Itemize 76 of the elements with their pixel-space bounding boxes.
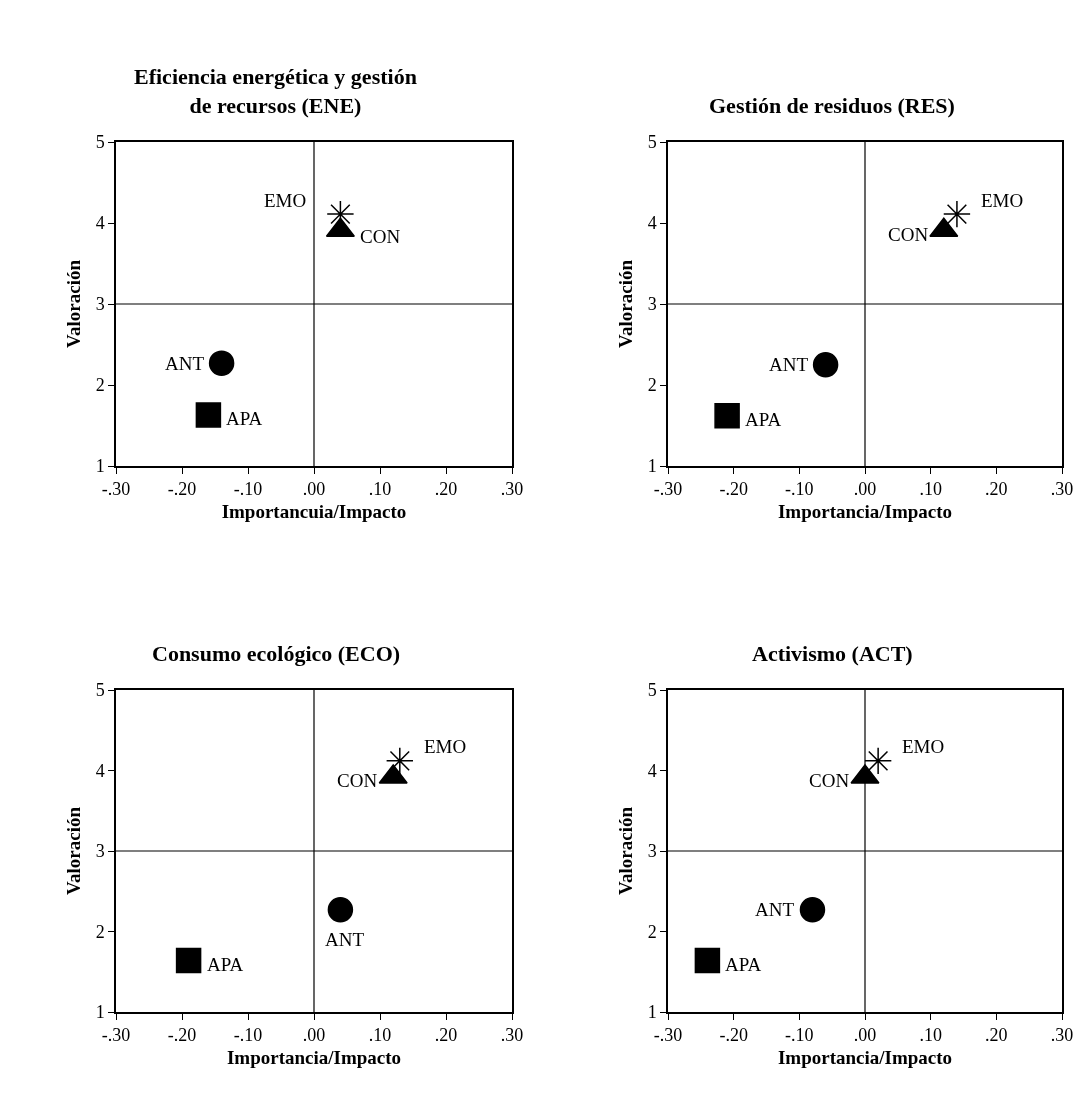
chart-title: Activismo (ACT) (752, 641, 913, 666)
series-label: EMO (981, 190, 1024, 211)
y-tick-label: 5 (95, 680, 105, 701)
series-label: ANT (769, 354, 809, 375)
y-tick-label: 1 (647, 456, 657, 477)
chart-title: Consumo ecológico (ECO) (152, 641, 401, 666)
x-tick-label: .20 (985, 1025, 1008, 1046)
x-axis-title: Importancia/Impacto (777, 1046, 953, 1068)
y-tick-label: 4 (95, 760, 105, 781)
x-axis-title: Importancia/Impacto (226, 1046, 402, 1068)
x-tick-label: -.30 (653, 479, 683, 500)
series-label: APA (207, 954, 244, 975)
x-tick-label: -.30 (653, 1025, 683, 1046)
y-tick-label: 5 (95, 132, 105, 153)
series-label: CON (888, 224, 929, 245)
x-axis-title: Importancia/Impacto (777, 500, 953, 522)
y-tick-label: 3 (647, 841, 657, 862)
series-label: EMO (424, 736, 467, 757)
x-tick-label: -.10 (785, 479, 814, 500)
series-label: ANT (755, 899, 795, 920)
x-tick-label: .00 (302, 479, 326, 500)
y-tick-label: 4 (95, 213, 105, 234)
y-tick-label: 4 (647, 213, 657, 234)
x-axis-title: Importancuia/Impacto (221, 500, 407, 522)
y-tick-label: 3 (647, 294, 657, 315)
series-label: EMO (264, 190, 307, 211)
x-tick-label: .10 (919, 1025, 942, 1046)
chart-title: Gestión de residuos (RES) (709, 93, 955, 118)
y-axis-title: Valoración (63, 806, 84, 895)
x-tick-label: -.10 (785, 1025, 814, 1046)
y-tick-label: 2 (647, 921, 657, 942)
series-label: CON (360, 226, 401, 247)
x-tick-label: .10 (368, 479, 392, 500)
x-tick-label: -.20 (167, 479, 197, 500)
x-tick-label: -.20 (719, 1025, 748, 1046)
y-tick-label: 1 (647, 1002, 657, 1023)
x-tick-label: -.20 (719, 479, 748, 500)
x-tick-label: .20 (434, 1025, 458, 1046)
x-tick-label: .00 (302, 1025, 326, 1046)
x-tick-label: -.20 (167, 1025, 197, 1046)
y-axis-title: Valoración (615, 259, 636, 348)
series-label: ANT (165, 353, 205, 374)
series-label: APA (226, 408, 263, 429)
y-tick-label: 1 (95, 1002, 105, 1023)
y-tick-label: 4 (647, 760, 657, 781)
x-tick-label: .30 (500, 479, 524, 500)
x-tick-label: -.30 (101, 479, 131, 500)
y-tick-label: 1 (95, 456, 105, 477)
y-axis-title: Valoración (615, 806, 636, 895)
x-tick-label: .30 (1050, 1025, 1074, 1046)
y-tick-label: 2 (95, 375, 105, 396)
x-tick-label: .10 (368, 1025, 392, 1046)
x-tick-label: .20 (985, 479, 1008, 500)
chart-title: Eficiencia energética y gestión de recursos (ENE) (134, 64, 417, 118)
x-tick-label: .00 (853, 1025, 877, 1046)
x-tick-label: -.30 (101, 1025, 131, 1046)
series-label: CON (809, 770, 850, 791)
x-tick-label: -.10 (233, 479, 263, 500)
y-tick-label: 5 (647, 680, 657, 701)
x-tick-label: .30 (500, 1025, 524, 1046)
series-label: APA (725, 954, 762, 975)
y-tick-label: 3 (95, 294, 105, 315)
series-label: ANT (325, 929, 365, 950)
x-tick-label: .10 (919, 479, 942, 500)
x-tick-label: .20 (434, 479, 458, 500)
y-tick-label: 3 (95, 841, 105, 862)
series-label: APA (745, 409, 782, 430)
y-tick-label: 2 (647, 375, 657, 396)
y-tick-label: 5 (647, 132, 657, 153)
series-label: EMO (902, 736, 945, 757)
y-axis-title: Valoración (63, 259, 84, 348)
x-tick-label: .30 (1050, 479, 1074, 500)
series-label: CON (337, 770, 378, 791)
x-tick-label: .00 (853, 479, 877, 500)
y-tick-label: 2 (95, 921, 105, 942)
x-tick-label: -.10 (233, 1025, 263, 1046)
